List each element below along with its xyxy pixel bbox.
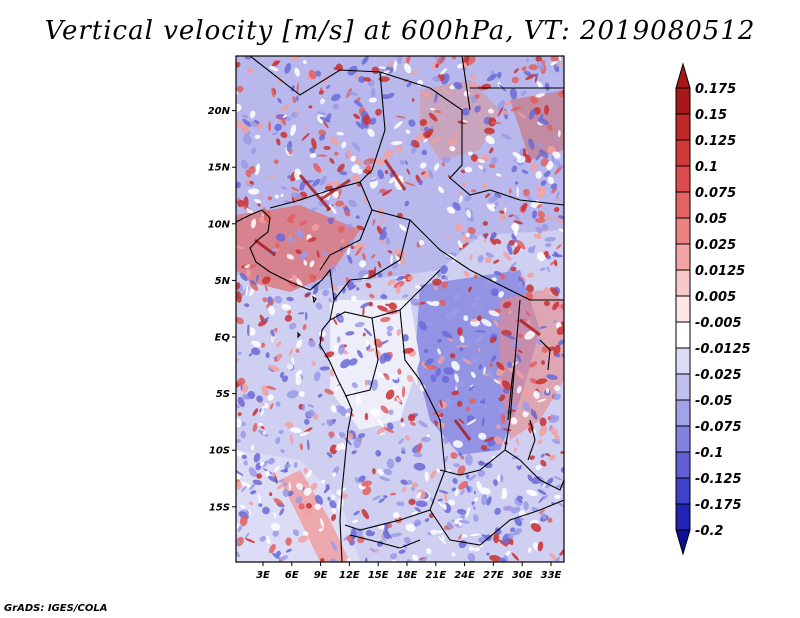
colorbar-swatch xyxy=(675,321,691,349)
ne-red-patch xyxy=(510,90,564,160)
colorbar-label: 0.125 xyxy=(695,134,736,149)
border-f xyxy=(333,219,411,301)
colorbar-swatch xyxy=(675,347,691,375)
colorbar-label: -0.175 xyxy=(695,498,742,513)
border-h xyxy=(344,317,379,397)
colorbar-swatch xyxy=(675,243,691,271)
colorbar-label: 0.025 xyxy=(695,238,736,253)
colorbar-label: 0.05 xyxy=(695,212,727,227)
border-m xyxy=(349,534,421,549)
colorbar-swatch xyxy=(675,503,691,531)
colorbar-label: -0.05 xyxy=(695,394,732,409)
y-tick-label: 10S xyxy=(209,446,230,457)
colorbar-label: 0.005 xyxy=(695,290,736,305)
colorbar-swatch xyxy=(675,191,691,219)
colorbar-swatch xyxy=(675,269,691,297)
border-g xyxy=(329,269,441,321)
border-a xyxy=(249,56,564,206)
x-tick-label: 27E xyxy=(483,570,504,581)
grads-credit: GrADS: IGES/COLA xyxy=(4,603,108,614)
y-axis: 20N 15N 10N 5N EQ 5S 10S 15S xyxy=(208,106,236,513)
border-d xyxy=(319,181,373,271)
colorbar-label: 0.0125 xyxy=(695,264,745,279)
colorbar-label: -0.025 xyxy=(695,368,742,383)
colorbar-label: -0.075 xyxy=(695,420,742,435)
colorbar-label: -0.2 xyxy=(695,524,723,539)
y-tick-label: 5S xyxy=(216,389,230,400)
border-l xyxy=(504,449,564,491)
colorbar-swatch xyxy=(675,295,691,323)
x-tick-label: 9E xyxy=(314,570,328,581)
x-tick-label: 21E xyxy=(425,570,446,581)
colorbar-label: 0.1 xyxy=(695,160,718,175)
coastline xyxy=(236,209,353,562)
colorbar-label: -0.0125 xyxy=(695,342,751,357)
colorbar-swatch xyxy=(675,87,691,115)
y-tick-label: 15S xyxy=(209,502,230,513)
map-title: Vertical velocity [m/s] at 600hPa, VT: 2… xyxy=(44,16,756,46)
speckle-texture xyxy=(236,56,564,562)
x-axis: 3E 6E 9E 12E 15E 18E 21E 24E 27E 30E 33E xyxy=(256,562,562,581)
colorbar: 0.175 0.15 0.125 0.1 0.075 0.05 0.025 0.0125 0.0… xyxy=(675,62,751,556)
southern-plume xyxy=(280,470,350,562)
colorbar-swatch xyxy=(675,217,691,245)
border-i xyxy=(344,309,446,531)
gulf-islands xyxy=(297,295,317,339)
x-tick-label: 24E xyxy=(454,570,475,581)
x-tick-label: 6E xyxy=(285,570,299,581)
colorbar-swatch xyxy=(675,425,691,453)
x-tick-label: 30E xyxy=(512,570,533,581)
y-tick-label: 5N xyxy=(215,276,231,287)
colorbar-label: 0.175 xyxy=(695,82,736,97)
plot-frame xyxy=(235,55,565,563)
x-tick-label: 15E xyxy=(368,570,389,581)
colorbar-swatch xyxy=(675,165,691,193)
colorbar-label: 0.15 xyxy=(695,108,727,123)
colorbar-swatch xyxy=(675,139,691,167)
colorbar-swatch xyxy=(675,477,691,505)
y-tick-label: 20N xyxy=(208,106,231,117)
colorbar-swatch xyxy=(675,373,691,401)
colorbar-swatch xyxy=(675,113,691,141)
y-tick-label: EQ xyxy=(215,333,231,344)
x-tick-label: 18E xyxy=(397,570,418,581)
colorbar-top-arrow xyxy=(675,62,691,89)
velocity-field xyxy=(236,56,564,562)
border-c xyxy=(461,56,564,111)
colorbar-label: 0.075 xyxy=(695,186,736,201)
colorbar-bottom-arrow xyxy=(675,529,691,556)
border-k xyxy=(429,499,564,546)
x-tick-label: 3E xyxy=(256,570,270,581)
x-tick-label: 33E xyxy=(541,570,562,581)
colorbar-swatch xyxy=(675,451,691,479)
colorbar-label: -0.005 xyxy=(695,316,742,331)
great-rift-lakes xyxy=(507,339,551,461)
colorbar-label: -0.125 xyxy=(695,472,742,487)
country-borders xyxy=(236,56,564,562)
colorbar-swatch xyxy=(675,399,691,427)
y-tick-label: 10N xyxy=(208,219,231,230)
x-tick-label: 12E xyxy=(339,570,360,581)
north-red-patch xyxy=(420,80,500,160)
colorbar-label: -0.1 xyxy=(695,446,723,461)
y-tick-label: 15N xyxy=(208,163,231,174)
